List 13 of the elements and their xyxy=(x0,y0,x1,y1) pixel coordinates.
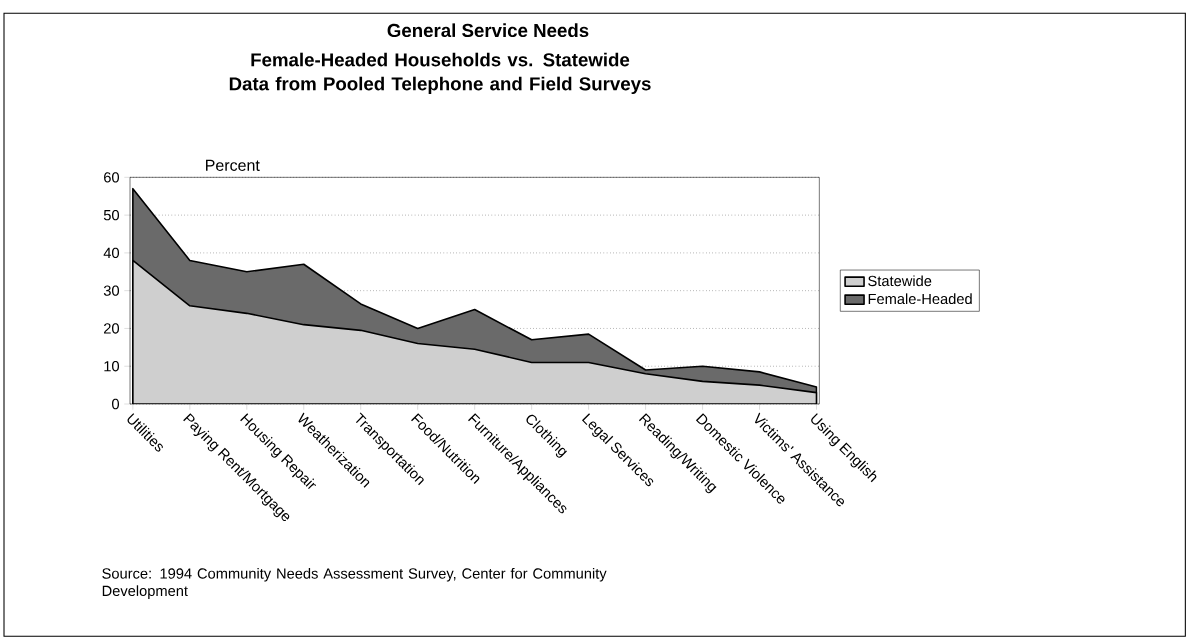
y-tick-label: 10 xyxy=(104,361,120,372)
legend-label: Statewide xyxy=(868,275,932,287)
legend-label: Female-Headed xyxy=(868,293,972,305)
source-note: Source: 1994 Community Needs Assessment Survey, Center for Community Development xyxy=(102,567,607,599)
y-tick-label: 20 xyxy=(104,323,120,334)
y-tick-label: 50 xyxy=(103,209,120,221)
y-tick-label: 30 xyxy=(103,285,120,296)
y-tick-label: 0 xyxy=(112,398,120,410)
y-tick-label: 40 xyxy=(103,247,120,259)
y-axis-title: Percent xyxy=(206,159,260,171)
chart-subtitle: Female-Headed Households vs. Statewide Data from Pooled Telephone and Field Surveys xyxy=(229,52,651,95)
chart-title: General Service Needs xyxy=(387,23,589,38)
y-tick-label: 60 xyxy=(104,172,120,183)
